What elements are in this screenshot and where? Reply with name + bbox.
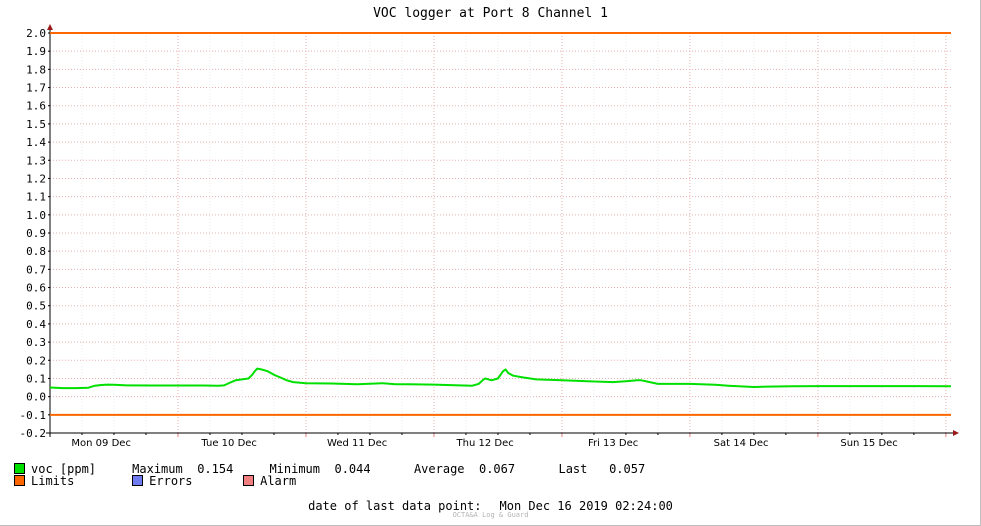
y-tick-label: 1.8 bbox=[26, 63, 46, 76]
series-layer bbox=[49, 367, 952, 390]
errors-swatch bbox=[132, 475, 144, 486]
y-tick-label: 1.5 bbox=[26, 118, 46, 131]
y-tick-label: 1.1 bbox=[26, 191, 46, 204]
alarm-label: Alarm bbox=[260, 474, 297, 488]
x-axis-arrow bbox=[953, 430, 959, 436]
last-value: 0.057 bbox=[609, 462, 646, 476]
y-tick-label: 1.3 bbox=[26, 154, 46, 167]
x-tick-label: Fri 13 Dec bbox=[588, 438, 638, 449]
last-point-label: date of last data point: bbox=[308, 499, 482, 513]
x-tick-label: Mon 09 Dec bbox=[71, 438, 131, 449]
y-axis-arrow bbox=[47, 24, 53, 30]
last-point-value: Mon Dec 16 2019 02:24:00 bbox=[499, 499, 673, 513]
y-tick-label: 0.4 bbox=[26, 318, 46, 331]
x-tick-label: Sat 14 Dec bbox=[714, 438, 769, 449]
avg-value: 0.067 bbox=[478, 462, 516, 476]
x-tick-label: Sun 15 Dec bbox=[840, 438, 897, 449]
limits-label: Limits bbox=[31, 474, 75, 488]
grid-layer bbox=[50, 33, 951, 433]
limit-layer bbox=[50, 32, 951, 416]
y-tick-label: 1.6 bbox=[26, 100, 46, 113]
alarm-swatch bbox=[243, 475, 255, 486]
y-tick-label: 1.0 bbox=[26, 209, 46, 222]
x-tick-label: Thu 12 Dec bbox=[456, 438, 514, 449]
x-tick-label: Wed 11 Dec bbox=[327, 438, 387, 449]
chart-title: VOC logger at Port 8 Channel 1 bbox=[373, 6, 608, 21]
x-tick-label: Tue 10 Dec bbox=[200, 438, 257, 449]
max-label: Maximum bbox=[132, 462, 183, 476]
y-tick-label: -0.1 bbox=[20, 409, 47, 422]
avg-label: Average bbox=[413, 462, 465, 476]
legend-row-series: voc [ppm] Maximum 0.154 Minimum 0.044 Av… bbox=[14, 462, 645, 476]
chart-plot: 2.0 1.9 1.8 1.7 1.6 1.5 1.4 1.3 1.2 1.1 1.0 0.9 0.8 0… bbox=[20, 24, 959, 449]
y-tick-label: 0.2 bbox=[26, 354, 46, 367]
max-value: 0.154 bbox=[197, 462, 234, 476]
y-tick-label: -0.2 bbox=[20, 427, 47, 440]
last-label: Last bbox=[558, 462, 588, 476]
credit-text: OCTA&A Log & Guard bbox=[452, 511, 529, 519]
y-tick-label: 1.2 bbox=[26, 172, 46, 185]
y-tick-label: 1.9 bbox=[26, 45, 46, 58]
y-tick-label: 0.6 bbox=[26, 282, 46, 295]
series-line-voc bbox=[49, 367, 952, 390]
y-tick-label: 0.0 bbox=[26, 391, 46, 404]
y-tick-label: 1.7 bbox=[26, 82, 46, 95]
y-tick-label: 0.5 bbox=[26, 300, 46, 313]
limits-swatch bbox=[14, 475, 25, 486]
legend-row-status: Limits Errors Alarm bbox=[14, 474, 296, 488]
y-tick-label: 0.8 bbox=[26, 245, 46, 258]
y-tick-label: 0.9 bbox=[26, 227, 46, 240]
y-tick-label: 2.0 bbox=[26, 27, 46, 40]
y-tick-label: 1.4 bbox=[26, 136, 46, 149]
series-swatch bbox=[14, 463, 25, 474]
min-value: 0.044 bbox=[334, 462, 371, 476]
y-tick-label: 0.3 bbox=[26, 336, 46, 349]
errors-label: Errors bbox=[149, 474, 193, 488]
series-label: voc [ppm] bbox=[31, 462, 97, 476]
y-tick-label: 0.1 bbox=[26, 372, 46, 385]
last-data-point: date of last data point: Mon Dec 16 2019 … bbox=[0, 499, 981, 513]
axis-layer: 2.0 1.9 1.8 1.7 1.6 1.5 1.4 1.3 1.2 1.1 1.0 0.9 0.8 0… bbox=[20, 24, 959, 449]
min-label: Minimum bbox=[269, 462, 321, 476]
y-tick-label: 0.7 bbox=[26, 263, 46, 276]
